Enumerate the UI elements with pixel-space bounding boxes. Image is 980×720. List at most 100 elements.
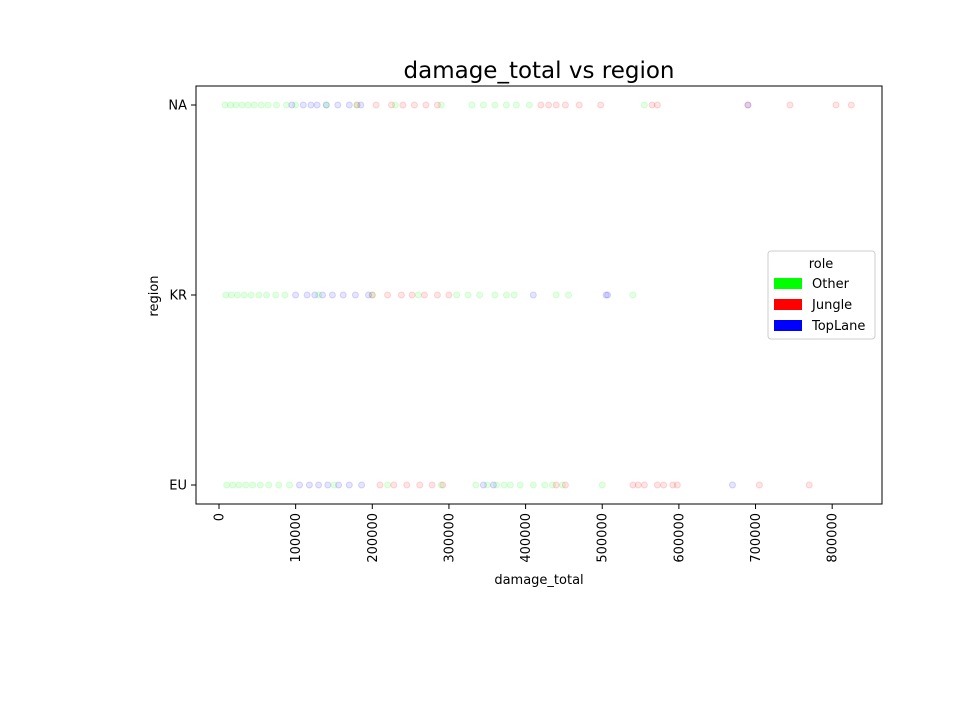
data-point-toplane <box>479 481 487 489</box>
data-point-other <box>472 481 480 489</box>
data-point-jungle <box>428 481 436 489</box>
data-point-other <box>493 481 500 489</box>
data-point-other <box>353 101 361 109</box>
data-point-toplane <box>335 481 343 489</box>
data-point-toplane <box>345 101 353 109</box>
data-point-other <box>510 291 518 299</box>
data-point-toplane <box>324 481 332 489</box>
data-point-jungle <box>629 481 637 489</box>
x-tick-label: 700000 <box>749 513 764 563</box>
data-point-jungle <box>640 481 648 489</box>
data-point-toplane <box>292 291 300 299</box>
data-point-other <box>322 101 330 109</box>
data-point-toplane <box>303 291 311 299</box>
data-point-jungle <box>445 291 453 299</box>
data-point-other <box>437 481 445 489</box>
data-point-toplane <box>729 481 736 489</box>
data-point-other <box>292 101 300 109</box>
data-point-other <box>330 481 338 489</box>
data-point-other <box>565 291 572 299</box>
data-point-toplane <box>339 291 347 299</box>
data-point-other <box>491 101 499 109</box>
data-point-other <box>272 291 280 299</box>
data-point-other <box>265 481 273 489</box>
x-tick-label: 300000 <box>442 513 457 563</box>
data-point-other <box>453 291 461 299</box>
y-tick-label: KR <box>169 289 187 304</box>
data-point-jungle <box>403 481 411 489</box>
data-point-other <box>244 101 252 109</box>
data-point-toplane <box>345 481 353 489</box>
data-point-jungle <box>786 101 794 109</box>
legend-label-jungle: Jungle <box>811 298 852 313</box>
data-point-other <box>282 101 290 109</box>
x-tick-label: 0 <box>212 513 227 521</box>
legend-box <box>767 250 876 340</box>
data-point-other <box>227 291 235 299</box>
x-tick-label: 400000 <box>519 513 534 563</box>
data-point-jungle <box>744 101 752 109</box>
legend-entries: Other Jungle TopLane <box>774 277 865 334</box>
data-point-other <box>512 101 520 109</box>
data-point-other <box>249 481 257 489</box>
data-point-other <box>257 101 265 109</box>
points-layer <box>221 101 855 489</box>
data-point-other <box>552 291 560 299</box>
data-point-toplane <box>288 101 296 109</box>
x-tick-label: 100000 <box>289 513 304 563</box>
y-axis-label: region <box>147 275 162 316</box>
data-point-jungle <box>433 101 441 109</box>
data-point-other <box>640 101 648 109</box>
data-point-jungle <box>416 481 424 489</box>
data-point-jungle <box>561 101 569 109</box>
data-point-other <box>502 291 510 299</box>
data-point-other <box>479 101 487 109</box>
data-point-toplane <box>305 481 313 489</box>
data-point-jungle <box>353 101 361 109</box>
data-point-jungle <box>597 101 605 109</box>
data-point-toplane <box>319 291 326 299</box>
legend-swatch-toplane <box>774 320 802 331</box>
data-point-other <box>233 291 241 299</box>
legend-label-other: Other <box>812 277 850 292</box>
data-point-toplane <box>296 481 303 489</box>
data-point-toplane <box>307 101 315 109</box>
chart-title: damage_total vs region <box>404 58 675 84</box>
data-point-other <box>500 481 508 489</box>
y-tick-label: NA <box>168 99 187 114</box>
data-point-jungle <box>420 291 428 299</box>
axes-layer: 0 100000 200000 300000 400000 500000 600000 700… <box>168 99 840 563</box>
data-point-jungle <box>755 481 763 489</box>
data-point-jungle <box>805 481 813 489</box>
data-point-other <box>222 291 230 299</box>
data-point-other <box>483 481 491 489</box>
data-point-other <box>273 101 280 109</box>
x-tick-label: 600000 <box>672 513 687 563</box>
x-axis-label: damage_total <box>494 573 583 588</box>
data-point-toplane <box>322 101 330 109</box>
legend-title: role <box>809 257 834 272</box>
data-point-other <box>256 481 264 489</box>
data-point-other <box>525 101 533 109</box>
data-point-toplane <box>357 101 365 109</box>
legend-swatch-jungle <box>774 299 802 310</box>
data-point-jungle <box>422 101 430 109</box>
data-point-other <box>558 481 566 489</box>
data-point-other <box>247 291 255 299</box>
data-point-other <box>238 101 246 109</box>
data-point-jungle <box>634 481 642 489</box>
data-point-other <box>275 481 283 489</box>
data-point-jungle <box>372 101 380 109</box>
data-point-other <box>491 291 499 299</box>
data-point-other <box>250 101 258 109</box>
data-point-jungle <box>545 101 553 109</box>
data-point-jungle <box>847 101 855 109</box>
data-point-jungle <box>561 481 569 489</box>
y-tick-label: EU <box>169 479 187 494</box>
data-point-jungle <box>410 101 418 109</box>
data-point-jungle <box>384 291 392 299</box>
data-point-other <box>227 101 234 109</box>
data-point-jungle <box>390 481 398 489</box>
data-point-toplane <box>604 291 612 299</box>
x-tick-label: 800000 <box>826 513 841 563</box>
